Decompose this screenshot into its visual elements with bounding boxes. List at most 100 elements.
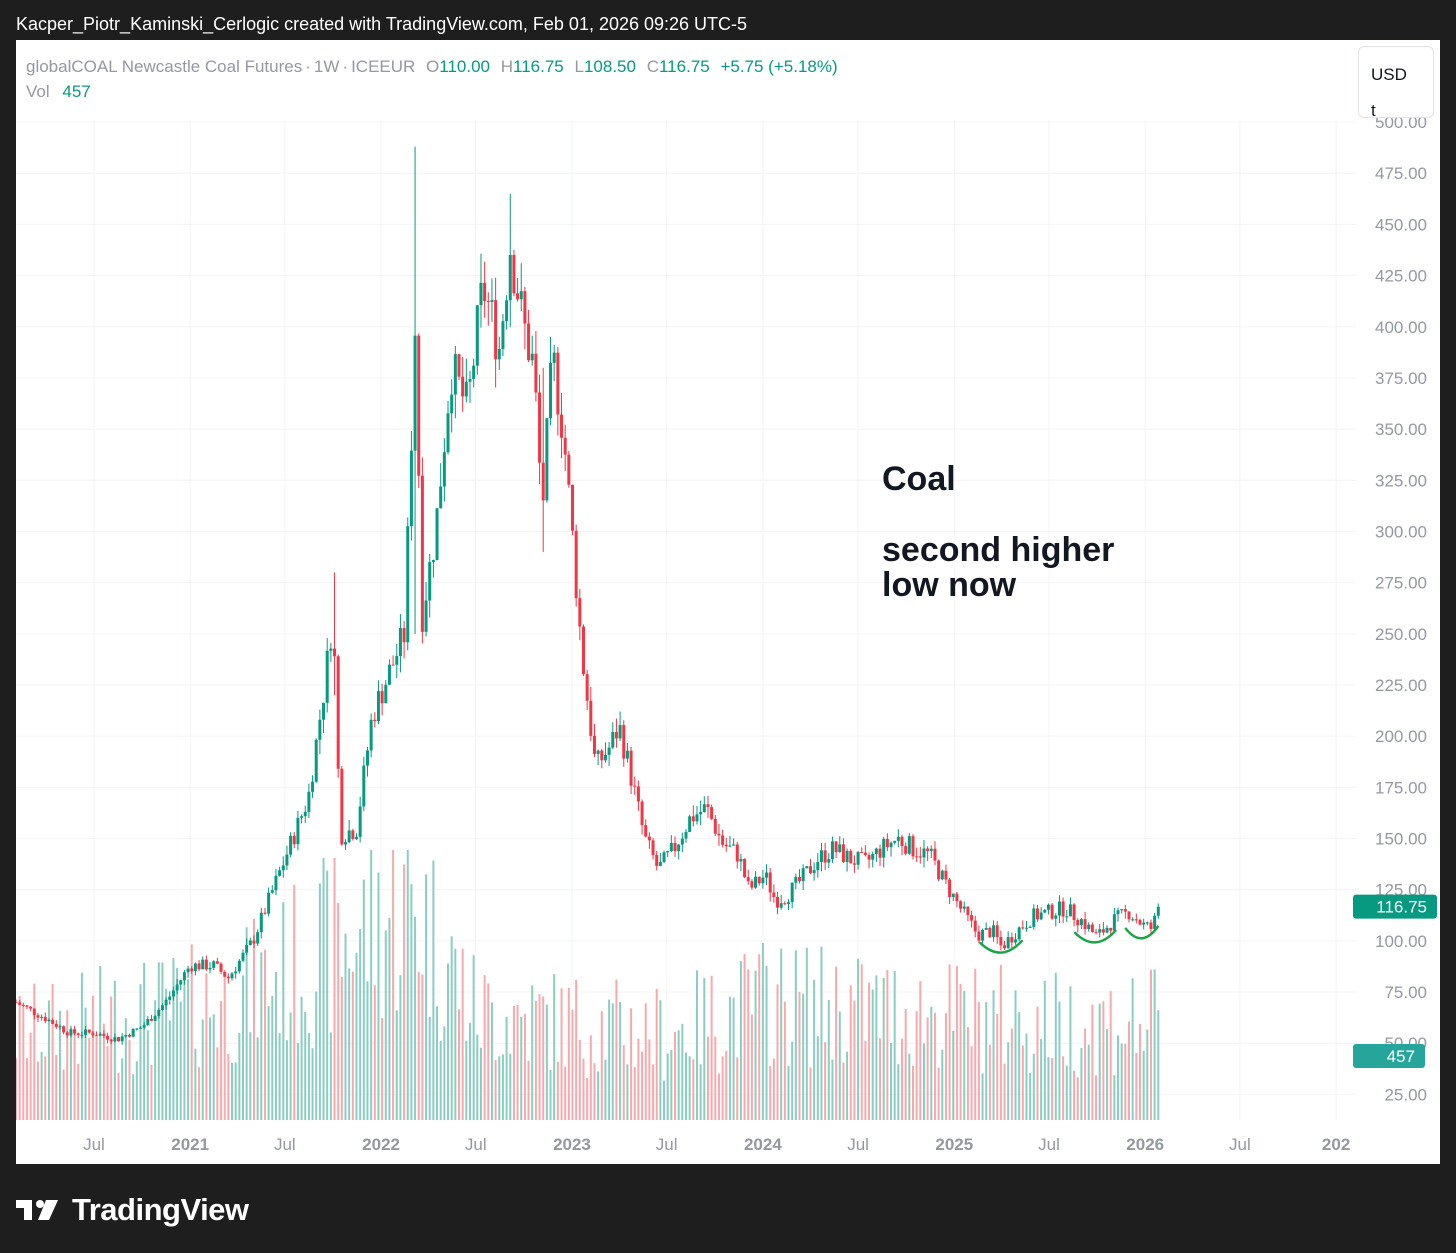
candle-body	[131, 1028, 135, 1037]
candle-body	[922, 848, 926, 858]
candle-body	[395, 656, 399, 665]
volume-bar	[146, 1030, 149, 1120]
volume-bar	[1113, 1075, 1116, 1120]
candle-body	[658, 861, 662, 866]
volume-bar	[22, 1004, 25, 1120]
volume-bar	[168, 1020, 171, 1120]
currency-label[interactable]: USD	[1371, 65, 1407, 84]
candle-body	[761, 877, 765, 884]
candle-body	[1014, 939, 1018, 943]
volume-bar	[91, 995, 94, 1120]
candle-body	[91, 1032, 95, 1036]
volume-bar	[274, 972, 277, 1120]
volume-bar	[121, 1058, 124, 1120]
candle-body	[684, 831, 688, 839]
volume-bar	[717, 1073, 720, 1120]
volume-bar	[520, 1017, 523, 1120]
candle-body	[516, 293, 520, 300]
volume-bar	[106, 1046, 109, 1120]
candle-body	[501, 321, 505, 349]
volume-bar	[1098, 1003, 1101, 1120]
symbol-name[interactable]: globalCOAL Newcastle Coal Futures	[26, 57, 303, 76]
volume-bar	[1117, 1035, 1120, 1120]
x-tick-label: Jul	[1038, 1135, 1060, 1154]
y-tick-label: 225.00	[1375, 676, 1427, 695]
volume-bar	[377, 872, 380, 1120]
volume-bar	[926, 1017, 929, 1120]
volume-bar	[582, 1058, 585, 1120]
volume-bar	[941, 1049, 944, 1120]
volume-bar	[487, 983, 490, 1120]
y-tick-label: 275.00	[1375, 574, 1427, 593]
candle-body	[1134, 919, 1138, 921]
unit-label[interactable]: t	[1371, 101, 1376, 120]
volume-bar	[58, 1010, 61, 1120]
volume-bar	[1003, 1063, 1006, 1120]
candle-body	[816, 862, 820, 871]
candle-body	[852, 863, 856, 865]
volume-bar	[560, 988, 563, 1120]
candle-body	[893, 840, 897, 843]
candle-body	[204, 959, 208, 970]
candle-body	[190, 968, 194, 972]
volume-bar	[556, 1061, 559, 1120]
candle-body	[1094, 932, 1098, 934]
volume-bar	[285, 1040, 288, 1120]
volume-bar	[622, 1045, 625, 1120]
y-tick-label: 400.00	[1375, 318, 1427, 337]
candle-body	[1145, 922, 1149, 924]
candle-body	[856, 851, 860, 865]
volume-bar	[527, 1061, 530, 1120]
volume-bar	[922, 1043, 925, 1120]
candle-body	[1123, 909, 1127, 912]
candle-body	[944, 870, 948, 880]
candle-body	[1024, 927, 1028, 929]
candle-body	[347, 830, 351, 843]
volume-bar	[999, 965, 1002, 1120]
volume-bar	[403, 864, 406, 1120]
volume-bar	[128, 1040, 131, 1120]
open-value: 110.00	[439, 57, 490, 76]
volume-bar	[282, 902, 285, 1120]
candle-body	[1017, 927, 1021, 940]
currency-unit-menu[interactable]: USD t	[1358, 46, 1434, 120]
volume-bar	[436, 1006, 439, 1120]
volume-bar	[816, 1036, 819, 1120]
candle-body	[193, 963, 197, 972]
interval[interactable]: 1W	[313, 57, 340, 76]
volume-bar	[1157, 1010, 1160, 1120]
volume-bar	[135, 1061, 138, 1120]
candle-body	[160, 1005, 164, 1010]
candle-body	[106, 1035, 110, 1040]
volume-bar	[311, 1048, 314, 1120]
volume-bar	[739, 961, 742, 1120]
candle-body	[442, 452, 446, 487]
volume-bar	[937, 1067, 940, 1120]
candle-body	[18, 1002, 22, 1005]
candle-body	[732, 844, 736, 846]
volume-bar	[846, 1051, 849, 1120]
price-chart[interactable]: 25.0050.0075.00100.00125.00150.00175.002…	[16, 40, 1440, 1164]
volume-bar	[113, 980, 116, 1120]
volume-bar	[1054, 972, 1057, 1120]
candle-body	[680, 838, 684, 845]
chart-panel[interactable]: 25.00 50.00 75.00 100.00 125.00 150.00 175.00 2…	[16, 40, 1440, 1164]
volume-bar	[824, 1042, 827, 1120]
candle-body	[87, 1029, 91, 1033]
volume-bar	[359, 929, 362, 1120]
candle-body	[453, 354, 457, 395]
candle-body	[1054, 915, 1058, 919]
candle-body	[175, 984, 179, 991]
volume-bar	[743, 953, 746, 1120]
volume-bar	[754, 970, 757, 1120]
candle-body	[695, 814, 699, 822]
candle-body	[113, 1037, 117, 1042]
candle-body	[376, 691, 380, 722]
candle-body	[311, 781, 315, 792]
volume-bar	[216, 1047, 219, 1120]
volume-bar	[534, 1000, 537, 1120]
candle-body	[1076, 920, 1080, 926]
volume-bar	[447, 963, 450, 1120]
candle-body	[490, 300, 494, 303]
volume-bar	[16, 1058, 17, 1120]
